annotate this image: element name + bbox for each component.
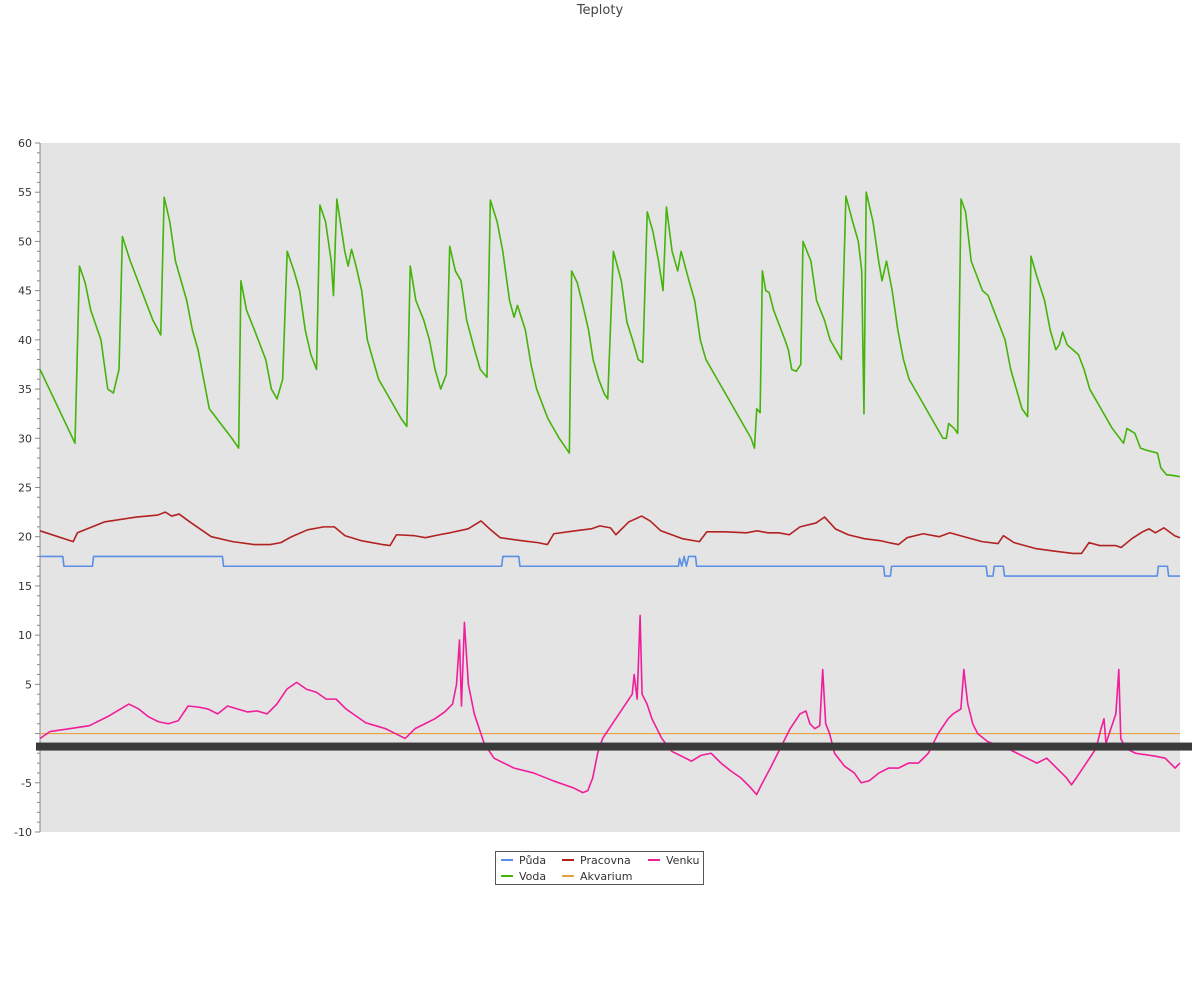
legend-item: Venku (648, 853, 699, 869)
y-tick-label: 20 (18, 531, 32, 544)
y-tick-label: 50 (18, 235, 32, 248)
y-tick-label: 30 (18, 432, 32, 445)
y-tick-label: 5 (25, 678, 32, 691)
y-axis: -10 -5 5 10 15 20 25 30 35 40 45 50 55 60 (14, 137, 41, 839)
x-axis-tick-band (36, 742, 1192, 751)
legend-item: Akvarium (562, 869, 632, 885)
legend-swatch (501, 859, 513, 861)
series-line-voda (39, 191, 1181, 478)
legend-swatch (648, 859, 660, 861)
series-group (39, 191, 1181, 796)
y-tick-label: -10 (14, 826, 32, 839)
legend-swatch (501, 875, 513, 877)
y-tick-label: -5 (21, 777, 32, 790)
legend-item: Půda (501, 853, 546, 869)
series-line-pracovna (39, 511, 1181, 555)
legend-label: Voda (519, 870, 547, 883)
legend-item: Pracovna (562, 853, 631, 869)
legend-label: Půda (519, 854, 547, 867)
x-tick-labels-overlap (36, 742, 1192, 751)
legend-label: Pracovna (580, 854, 631, 867)
y-tick-label: 10 (18, 629, 32, 642)
series-line-puda (40, 555, 1180, 577)
series-line-venku (39, 614, 1181, 796)
y-tick-label: 15 (18, 580, 32, 593)
y-tick-label: 60 (18, 137, 32, 150)
y-tick-label: 25 (18, 482, 32, 495)
legend-item: Voda (501, 869, 546, 885)
y-tick-label: 55 (18, 186, 32, 199)
y-tick-label: 35 (18, 383, 32, 396)
legend-swatch (562, 859, 574, 861)
y-tick-label: 40 (18, 334, 32, 347)
y-tick-label: 45 (18, 285, 32, 298)
plot-area (40, 143, 1180, 832)
legend-swatch (562, 875, 574, 877)
legend-label: Venku (666, 854, 700, 867)
legend-label: Akvarium (580, 870, 633, 883)
legend: Půda Voda Pracovna Akvarium Venku (495, 851, 704, 885)
chart-title: Teploty (576, 3, 624, 18)
